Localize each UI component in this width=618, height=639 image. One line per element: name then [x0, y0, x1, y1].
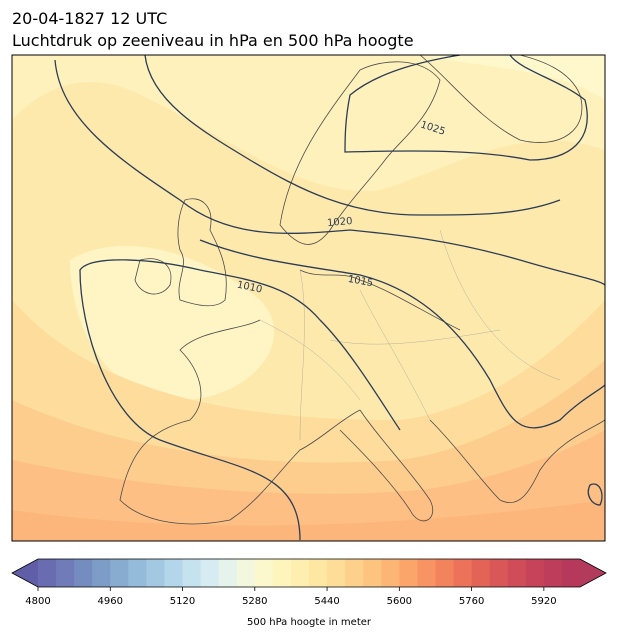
- colorbar-swatch: [290, 559, 310, 587]
- isobar: [79, 259, 401, 541]
- country-border: [259, 229, 561, 441]
- colorbar-swatch: [381, 559, 400, 587]
- colorbar: 4800 4960 5120 5280 5440 5600 5760 5920: [11, 558, 607, 607]
- coastline: [339, 409, 434, 522]
- colorbar-under: [12, 559, 38, 587]
- colorbar-swatch: [182, 559, 202, 587]
- isobar: [344, 55, 588, 161]
- colorbar-swatch: [56, 559, 75, 587]
- colorbar-swatch: [345, 559, 364, 587]
- coastline: [429, 419, 605, 503]
- colorbar-swatch: [453, 559, 473, 587]
- colorbar-outline: [11, 558, 607, 588]
- colorbar-swatch: [525, 559, 545, 587]
- colorbar-tick-label: 5760: [459, 596, 484, 607]
- coastline: [279, 61, 441, 245]
- coastline: [419, 55, 583, 143]
- colorbar-tick-label: 5280: [242, 596, 267, 607]
- colorbar-swatch: [489, 559, 509, 587]
- colorbar-swatch: [561, 559, 581, 587]
- colorbar-swatch: [74, 559, 93, 587]
- subtitle: Luchtdruk op zeeniveau in hPa en 500 hPa…: [12, 31, 414, 50]
- colorbar-tick-label: 5440: [314, 596, 339, 607]
- colorbar-swatch: [543, 559, 563, 587]
- colorbar-swatch: [399, 559, 418, 587]
- colorbar-swatch: [471, 559, 491, 587]
- colorbar-swatch: [92, 559, 111, 587]
- colorbar-label: 500 hPa hoogte in meter: [247, 617, 372, 628]
- title: 20-04-1827 12 UTC: [12, 9, 167, 28]
- coastline: [299, 269, 461, 331]
- isobar-label: 1020: [327, 216, 353, 229]
- colorbar-swatch: [309, 559, 328, 587]
- colorbar-tick-label: 5600: [387, 596, 412, 607]
- isobar: [144, 55, 561, 216]
- colorbar-tick-label: 5920: [531, 596, 556, 607]
- colorbar-swatch: [435, 559, 455, 587]
- colorbar-swatch: [164, 559, 184, 587]
- height-band: [12, 500, 605, 541]
- colorbar-tick-label: 5120: [170, 596, 195, 607]
- colorbar-swatch: [417, 559, 436, 587]
- colorbar-swatch: [38, 559, 57, 587]
- colorbar-tick-label: 4960: [98, 596, 123, 607]
- isobar: [54, 59, 605, 286]
- colorbar-swatch: [507, 559, 527, 587]
- colorbar-swatch: [327, 559, 346, 587]
- colorbar-swatch: [254, 559, 274, 587]
- height-band: [12, 55, 605, 191]
- map-frame: [11, 54, 606, 542]
- colorbar-swatch: [236, 559, 256, 587]
- isobar: [199, 239, 605, 429]
- height-band: [70, 245, 275, 400]
- coastline: [134, 258, 172, 295]
- isobar-label: 1010: [236, 280, 263, 296]
- isobar-label: 1015: [347, 274, 374, 289]
- coastline: [119, 319, 361, 525]
- colorbar-swatch: [146, 559, 165, 587]
- colorbar-swatch: [110, 559, 129, 587]
- colorbar-swatch: [218, 559, 238, 587]
- colorbar-over: [580, 559, 606, 587]
- map: 1025 1020 1015 1010: [12, 55, 605, 541]
- coastline: [177, 198, 227, 307]
- colorbar-swatch: [363, 559, 382, 587]
- colorbar-tick-label: 4800: [25, 596, 50, 607]
- colorbar-swatch: [200, 559, 220, 587]
- isobar: [587, 483, 603, 506]
- height-band: [420, 55, 605, 100]
- height-band: [12, 430, 605, 541]
- colorbar-swatch: [128, 559, 147, 587]
- colorbar-swatch: [272, 559, 292, 587]
